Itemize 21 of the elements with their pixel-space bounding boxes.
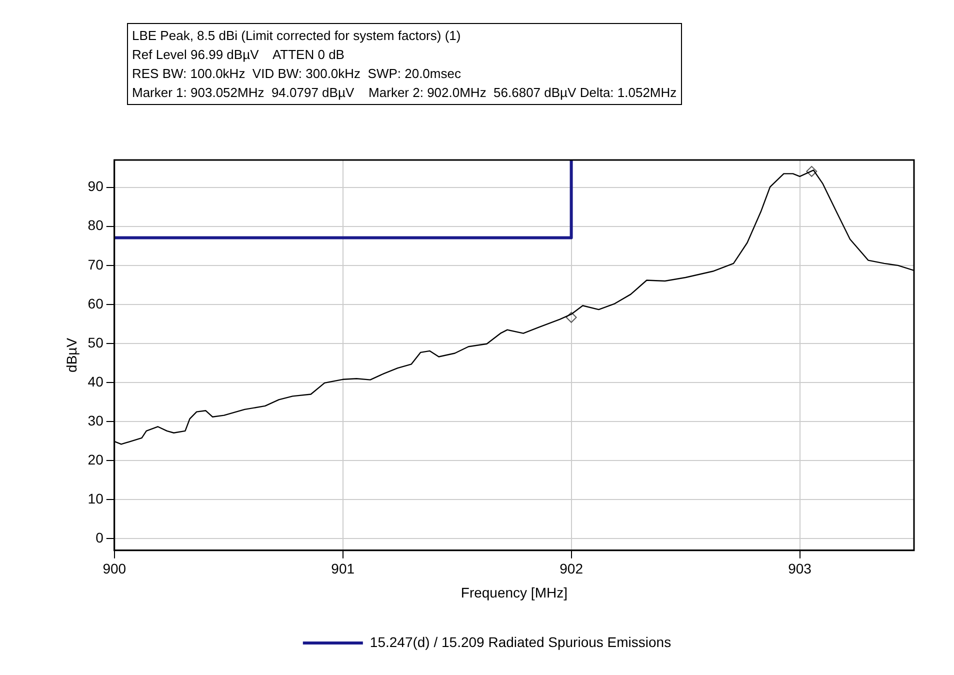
x-tick-label: 901 — [331, 560, 355, 577]
x-tick-label: 903 — [788, 560, 812, 577]
y-tick-label: 90 — [88, 178, 104, 194]
y-axis-title: dBµV — [63, 337, 80, 372]
y-tick-label: 40 — [88, 373, 104, 390]
legend-label: 15.247(d) / 15.209 Radiated Spurious Emissions — [370, 634, 672, 650]
y-tick-label: 50 — [88, 334, 104, 350]
text: RES BW: 100.0kHz VID BW: 300.0kHz SWP: 20.0msec — [132, 65, 462, 83]
text: Marker 1: 903.052MHz 94.0797 dBµV Marker 2: 902.0MHz 56.6807 dBµV Delta: 1.052MHz — [132, 84, 677, 102]
y-tick-label: 80 — [88, 217, 104, 234]
y-tick-label: 0 — [96, 530, 104, 546]
text: Ref Level 96.99 dBµV ATTEN 0 dB — [132, 46, 346, 64]
x-axis-title: Frequency [MHz] — [460, 584, 568, 600]
y-tick-label: 60 — [88, 295, 104, 312]
chart-title: LBE Peak, 8.5 dBi (Limit corrected for system factors) (1) — [132, 27, 462, 45]
x-tick-label: 900 — [102, 560, 126, 577]
x-tick-label: 902 — [560, 560, 584, 577]
y-tick-label: 30 — [88, 412, 104, 428]
y-tick-label: 10 — [88, 490, 104, 507]
y-tick-label: 20 — [88, 451, 104, 468]
y-tick-label: 70 — [88, 256, 104, 272]
